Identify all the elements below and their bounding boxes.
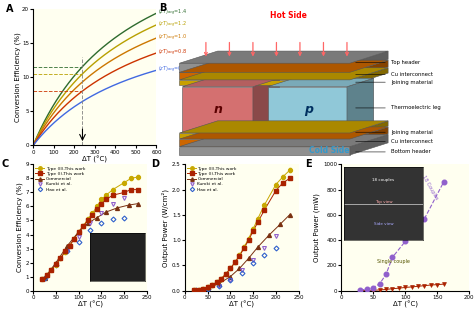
Polygon shape — [180, 121, 388, 133]
X-axis label: ΔT (°C): ΔT (°C) — [393, 301, 418, 308]
Y-axis label: Output Power (mW): Output Power (mW) — [314, 193, 320, 262]
X-axis label: ΔT (°C): ΔT (°C) — [229, 301, 254, 308]
Text: $(zT)_{avg}$=1.0: $(zT)_{avg}$=1.0 — [158, 33, 187, 43]
Polygon shape — [180, 139, 350, 146]
Text: $(zT)_{avg}$=0.6: $(zT)_{avg}$=0.6 — [158, 65, 187, 76]
Polygon shape — [180, 63, 350, 71]
Polygon shape — [182, 87, 253, 132]
Polygon shape — [268, 78, 374, 87]
Text: B: B — [159, 3, 166, 13]
Polygon shape — [180, 147, 350, 155]
Polygon shape — [253, 78, 280, 132]
Polygon shape — [350, 68, 388, 85]
Polygon shape — [268, 87, 347, 132]
Text: Top header: Top header — [391, 60, 420, 65]
Y-axis label: Conversion Efficiency (%): Conversion Efficiency (%) — [14, 33, 21, 122]
Text: A: A — [6, 4, 14, 14]
Polygon shape — [180, 51, 388, 63]
Text: Cu interconnect: Cu interconnect — [391, 72, 433, 77]
Text: $(zT)_{avg}$=0.8: $(zT)_{avg}$=0.8 — [158, 48, 187, 58]
Text: $(zT)_{avg}$=1.2: $(zT)_{avg}$=1.2 — [158, 20, 187, 30]
Polygon shape — [350, 51, 388, 71]
X-axis label: ΔT (°C): ΔT (°C) — [82, 156, 107, 163]
Text: Single couple: Single couple — [377, 259, 410, 264]
Polygon shape — [350, 135, 388, 155]
Text: 18 Couples: 18 Couples — [420, 175, 438, 201]
Text: $(zT)_{avg}$=1.4: $(zT)_{avg}$=1.4 — [158, 8, 187, 18]
Polygon shape — [180, 60, 388, 72]
Text: C: C — [1, 159, 9, 169]
Polygon shape — [180, 68, 388, 80]
Text: Hot Side: Hot Side — [270, 11, 307, 20]
Text: p: p — [304, 103, 313, 116]
Legend: Type (II)-This work, Type (I)-This work, Commercial, Kuroki et al., Hao et al.: Type (II)-This work, Type (I)-This work,… — [187, 167, 237, 191]
Text: Thermoelectric leg: Thermoelectric leg — [391, 106, 441, 111]
Polygon shape — [180, 127, 388, 139]
Legend: Type (II)-This work, Type (I)-This work, Commercial, Kuroki et al., Hao et al.: Type (II)-This work, Type (I)-This work,… — [36, 167, 85, 191]
Polygon shape — [180, 135, 388, 147]
X-axis label: ΔT (°C): ΔT (°C) — [78, 301, 102, 308]
Text: Joining material: Joining material — [391, 130, 433, 135]
Text: E: E — [305, 159, 312, 169]
Polygon shape — [350, 60, 388, 79]
Text: Joining material: Joining material — [391, 80, 433, 85]
Text: Bottom header: Bottom header — [391, 149, 431, 155]
Polygon shape — [350, 121, 388, 138]
Text: D: D — [151, 159, 159, 169]
Polygon shape — [180, 133, 350, 138]
Polygon shape — [180, 72, 350, 79]
Polygon shape — [350, 127, 388, 146]
Y-axis label: Output Power (W/cm²): Output Power (W/cm²) — [162, 189, 169, 266]
Polygon shape — [180, 80, 350, 85]
Y-axis label: Conversion Efficiency (%): Conversion Efficiency (%) — [16, 183, 23, 272]
Text: Cu interconnect: Cu interconnect — [391, 139, 433, 144]
Text: Cold Side: Cold Side — [309, 146, 350, 155]
Polygon shape — [182, 78, 280, 87]
Polygon shape — [347, 78, 374, 132]
Text: n: n — [213, 103, 222, 116]
